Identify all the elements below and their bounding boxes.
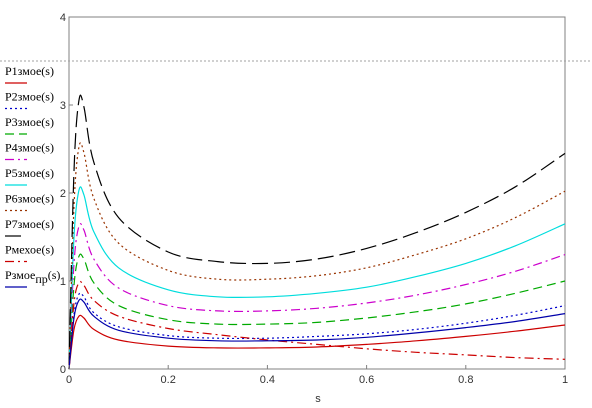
series-line-3 bbox=[68, 253, 566, 370]
series-line-5 bbox=[68, 186, 566, 370]
legend-label: P4змое(s) bbox=[5, 141, 54, 155]
y-tick-label: 4 bbox=[60, 12, 66, 24]
y-tick-label: 0 bbox=[60, 364, 66, 376]
legend-label: Pзмоепр(s) bbox=[5, 268, 60, 286]
legend-label: P3змое(s) bbox=[5, 115, 54, 129]
legend-label: P1змое(s) bbox=[5, 64, 54, 78]
y-tick-label: 1 bbox=[60, 276, 66, 288]
plot-border bbox=[68, 16, 566, 370]
legend-label-main: P4змое(s) bbox=[5, 141, 54, 155]
y-tick-label: 3 bbox=[60, 100, 66, 112]
legend-label-main: P5змое(s) bbox=[5, 166, 54, 180]
x-tick-label: 1 bbox=[562, 374, 568, 386]
series-line-4 bbox=[68, 223, 566, 370]
legend-label: P7змое(s) bbox=[5, 217, 54, 231]
legend-label-main: P7змое(s) bbox=[5, 217, 54, 231]
legend-label-subscript: пр bbox=[35, 272, 47, 286]
axis-ticks: 0 0.2 0.4 0.6 0.8 1 0 1 2 3 4 bbox=[60, 12, 568, 386]
legend: P1змое(s) P2змое(s) P3змое(s) P4змое(s) P5зм… bbox=[5, 64, 60, 288]
legend-label-main: P2змое(s) bbox=[5, 90, 54, 104]
x-tick-label: 0.4 bbox=[260, 374, 275, 386]
series-line-7 bbox=[68, 94, 566, 370]
legend-label-main: P3змое(s) bbox=[5, 115, 54, 129]
legend-label-main: P1змое(s) bbox=[5, 64, 54, 78]
legend-label-main: Pзмое bbox=[5, 268, 35, 282]
plot-area bbox=[0, 16, 592, 370]
legend-label-main: P6змое(s) bbox=[5, 192, 54, 206]
legend-label-tail: (s) bbox=[48, 268, 61, 282]
y-tick-label: 2 bbox=[60, 188, 66, 200]
x-tick-label: 0 bbox=[66, 374, 72, 386]
series-line-6 bbox=[68, 142, 566, 370]
legend-label: P6змое(s) bbox=[5, 192, 54, 206]
x-axis-label: s bbox=[315, 393, 321, 405]
series-line-2 bbox=[68, 292, 566, 370]
legend-label: Pмехое(s) bbox=[5, 243, 54, 257]
legend-label: P5змое(s) bbox=[5, 166, 54, 180]
x-tick-label: 0.2 bbox=[161, 374, 176, 386]
x-tick-label: 0.6 bbox=[359, 374, 374, 386]
series-line-1 bbox=[68, 314, 566, 370]
x-tick-label: 0.8 bbox=[458, 374, 473, 386]
series-line-9 bbox=[68, 298, 566, 370]
legend-label-main: Pмехое(s) bbox=[5, 243, 54, 257]
series-lines bbox=[68, 94, 566, 370]
series-line-8 bbox=[68, 280, 566, 370]
legend-label: P2змое(s) bbox=[5, 90, 54, 104]
